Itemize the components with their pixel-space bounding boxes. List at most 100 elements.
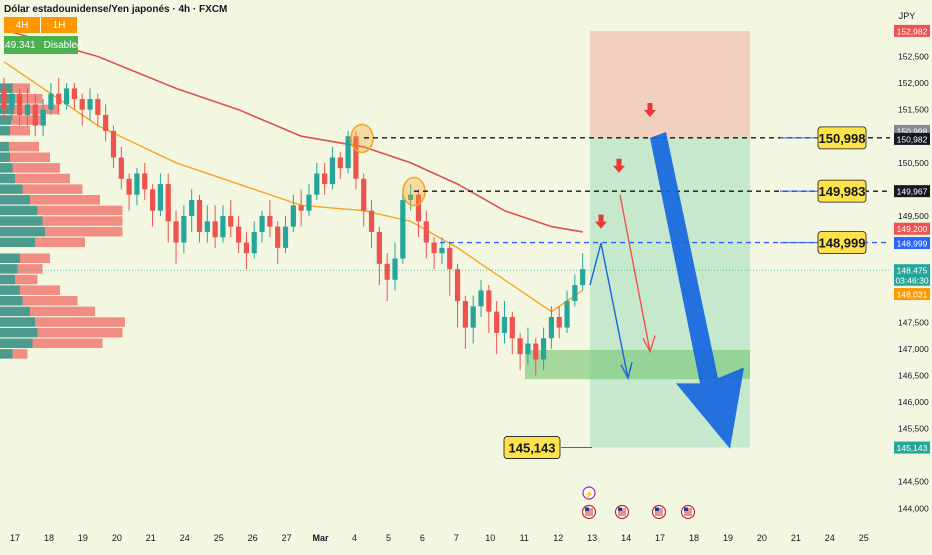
x-tick-label: 18: [689, 533, 699, 543]
indicator-value: 149.341: [0, 39, 36, 51]
y-tick-label: 144,500: [898, 477, 929, 487]
volume-profile-sell-bar: [12, 83, 30, 93]
price-tag: [894, 264, 930, 277]
price-tag-label: 148,475: [897, 266, 928, 276]
volume-profile-buy-bar: [0, 306, 30, 317]
volume-profile-buy-bar: [0, 237, 35, 248]
volume-profile-buy-bar: [0, 195, 30, 205]
volume-profile-sell-bar: [20, 285, 60, 295]
projection-path-blue: [589, 242, 629, 379]
volume-profile-sell-bar: [42, 216, 123, 226]
stop-loss-zone: [590, 31, 750, 138]
volume-profile-sell-bar: [17, 264, 43, 274]
candle-down: [32, 104, 38, 126]
flag-canton: [585, 507, 589, 511]
projection-arrowhead: [642, 335, 656, 354]
flag-icon-ring: [581, 504, 597, 520]
y-tick-label: 149,500: [898, 211, 929, 221]
level-label-box: [817, 231, 867, 255]
currency-label: JPY: [899, 11, 916, 21]
volume-profile-sell-bar: [35, 237, 85, 248]
volume-profile-buy-bar: [0, 338, 33, 349]
price-tag-label: 150,998: [897, 126, 928, 136]
price-tag-label: 145,143: [897, 443, 928, 453]
candle-down: [149, 189, 156, 211]
candle-up: [540, 338, 547, 360]
candle-down: [368, 210, 375, 232]
price-tag: [894, 237, 930, 250]
volume-profile-sell-bar: [35, 317, 125, 327]
candle-down: [228, 215, 234, 227]
volume-profile-buy-bar: [0, 104, 14, 115]
indicator-status-badge[interactable]: 149.341 Disabled: [0, 36, 83, 54]
plot-background: [0, 0, 890, 550]
price-tag: [894, 222, 930, 235]
price-tag-label: 152,982: [897, 26, 928, 36]
symbol-title[interactable]: Dólar estadounidense/Yen japonés · 4h · …: [4, 4, 228, 15]
volume-profile-buy-bar: [0, 163, 13, 173]
x-tick-label: 4: [352, 533, 357, 543]
volume-profile-sell-bar: [37, 205, 123, 216]
flag-icon-ring: [651, 504, 667, 520]
candlestick-series: [1, 77, 586, 376]
volume-profile-buy-bar: [0, 285, 20, 295]
x-tick-label: 25: [859, 533, 869, 543]
volume-profile-buy-bar: [0, 296, 23, 306]
timeframe-1h-button[interactable]: 1H: [41, 17, 77, 33]
sell-signal-marker: [613, 158, 625, 173]
y-tick-label: 146,000: [898, 397, 929, 407]
candle-up: [9, 93, 15, 110]
candle-up: [204, 221, 210, 232]
candle-up: [329, 157, 336, 185]
x-tick-label: 20: [757, 533, 767, 543]
volume-profile-sell-bar: [12, 163, 60, 173]
price-tag-label: 150,982: [897, 134, 928, 144]
volume-profile-sell-bar: [37, 327, 123, 338]
level-label: 150,998: [819, 131, 866, 146]
candle-down: [17, 93, 23, 115]
flag-canton: [655, 507, 659, 511]
candle-down: [353, 136, 359, 179]
us-flag-event-icon: [651, 504, 667, 520]
candle-down: [1, 88, 7, 110]
candle-up: [24, 104, 31, 115]
candle-up: [181, 215, 187, 243]
price-tag: [894, 288, 930, 301]
candle-up: [251, 231, 257, 254]
candle-down: [110, 130, 117, 158]
volume-profile-buy-bar: [0, 264, 18, 274]
price-tag: [894, 185, 930, 198]
volume-profile-sell-bar: [12, 349, 28, 359]
price-tag-label: 148,031: [897, 290, 928, 300]
chart-header: Dólar estadounidense/Yen japonés · 4h · …: [0, 4, 228, 54]
candle-down: [212, 221, 218, 238]
candle-up: [282, 226, 289, 248]
candle-down: [447, 247, 453, 270]
timeframe-4h-button[interactable]: 4H: [4, 17, 40, 33]
candle-down: [56, 93, 62, 105]
lightning-event-icon: [582, 486, 596, 500]
sell-signal-marker: [595, 214, 607, 229]
candle-up: [392, 258, 398, 280]
price-tag-label: 149,967: [897, 187, 928, 197]
candle-up: [439, 247, 445, 254]
candle-up: [259, 215, 265, 232]
candle-down: [533, 343, 539, 360]
candle-up: [345, 136, 351, 169]
level-label-box: [817, 179, 867, 203]
candle-up: [564, 301, 570, 328]
candle-down: [71, 88, 77, 100]
x-tick-label: 10: [485, 533, 495, 543]
candle-down: [118, 157, 124, 179]
volume-profile-sell-bar: [15, 173, 70, 184]
candle-up: [314, 173, 320, 195]
candle-down: [322, 173, 328, 185]
y-tick-label: 152,000: [898, 78, 929, 88]
volume-profile-buy-bar: [0, 349, 13, 359]
volume-profile-sell-bar: [10, 125, 30, 136]
candle-up: [400, 200, 406, 259]
candle-up: [470, 306, 476, 328]
flag-icon-ring: [614, 504, 630, 520]
x-axis-background: [0, 527, 890, 550]
